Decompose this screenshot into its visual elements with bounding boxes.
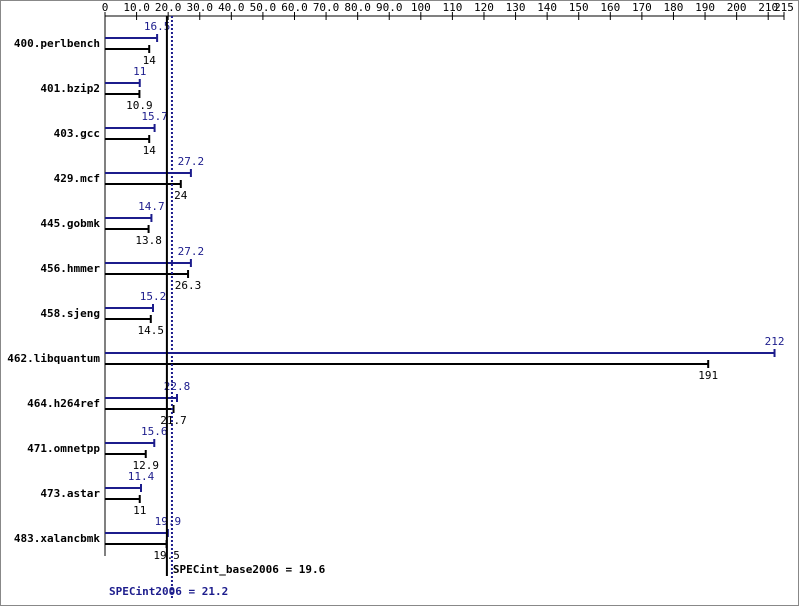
bar — [105, 498, 140, 500]
bar — [105, 543, 167, 545]
x-tick-label: 215 — [774, 1, 794, 14]
x-tick-label: 160 — [600, 1, 620, 14]
x-tick-label: 60.0 — [281, 1, 308, 14]
category-label: 462.libquantum — [7, 352, 100, 365]
x-tick-label: 110 — [442, 1, 462, 14]
x-tick-label: 130 — [506, 1, 526, 14]
value-label: 11 — [133, 504, 146, 517]
x-tick-label: 90.0 — [376, 1, 403, 14]
category-label: 456.hmmer — [40, 262, 100, 275]
bar — [105, 228, 149, 230]
bar — [105, 37, 158, 39]
x-tick-label: 190 — [695, 1, 715, 14]
value-label: 11 — [133, 65, 146, 78]
bar — [105, 262, 191, 264]
bar — [105, 93, 140, 95]
bar — [105, 363, 709, 365]
value-label: 27.2 — [178, 155, 205, 168]
value-label: 16.5 — [144, 20, 171, 33]
x-tick-label: 210 — [758, 1, 778, 14]
x-tick-label: 80.0 — [344, 1, 371, 14]
x-tick-label: 10.0 — [123, 1, 150, 14]
x-tick-label: 150 — [569, 1, 589, 14]
value-label: 14 — [143, 144, 157, 157]
category-label: 464.h264ref — [27, 397, 100, 410]
bar — [105, 172, 191, 174]
x-tick-label: 140 — [537, 1, 557, 14]
bar — [105, 48, 150, 50]
category-label: 473.astar — [40, 487, 100, 500]
x-tick-label: 20.0 — [155, 1, 182, 14]
reference-label: SPECint_base2006 = 19.6 — [173, 563, 326, 576]
bar — [105, 397, 178, 399]
bar — [105, 138, 150, 140]
bar — [105, 183, 181, 185]
x-tick-label: 100 — [411, 1, 431, 14]
x-tick-label: 30.0 — [186, 1, 213, 14]
x-tick-label: 40.0 — [218, 1, 245, 14]
x-tick-label: 70.0 — [313, 1, 340, 14]
category-label: 445.gobmk — [40, 217, 100, 230]
value-label: 22.8 — [164, 380, 191, 393]
value-label: 12.9 — [132, 459, 159, 472]
category-label: 429.mcf — [54, 172, 100, 185]
bar — [105, 217, 152, 219]
value-label: 191 — [698, 369, 718, 382]
bar — [105, 442, 155, 444]
reference-label: SPECint2006 = 21.2 — [109, 585, 228, 598]
value-label: 10.9 — [126, 99, 153, 112]
bar — [105, 487, 142, 489]
category-label: 483.xalancbmk — [14, 532, 100, 545]
category-label: 471.omnetpp — [27, 442, 100, 455]
value-label: 27.2 — [178, 245, 205, 258]
x-tick-label: 170 — [632, 1, 652, 14]
x-tick-label: 180 — [664, 1, 684, 14]
value-label: 24 — [174, 189, 188, 202]
bar — [105, 408, 174, 410]
bar — [105, 127, 155, 129]
category-label: 403.gcc — [54, 127, 100, 140]
category-label: 401.bzip2 — [40, 82, 100, 95]
x-tick-label: 0 — [102, 1, 109, 14]
value-label: 212 — [765, 335, 785, 348]
x-tick-label: 50.0 — [250, 1, 277, 14]
value-label: 14.5 — [138, 324, 165, 337]
value-label: 15.7 — [141, 110, 168, 123]
x-tick-label: 120 — [474, 1, 494, 14]
bar — [105, 453, 146, 455]
value-label: 11.4 — [128, 470, 155, 483]
bar — [105, 532, 168, 534]
bar — [105, 273, 189, 275]
value-label: 14 — [143, 54, 157, 67]
value-label: 14.7 — [138, 200, 165, 213]
category-label: 400.perlbench — [14, 37, 100, 50]
category-label: 458.sjeng — [40, 307, 100, 320]
value-label: 26.3 — [175, 279, 202, 292]
x-tick-label: 200 — [727, 1, 747, 14]
bar — [105, 352, 775, 354]
value-label: 15.2 — [140, 290, 167, 303]
value-label: 15.6 — [141, 425, 168, 438]
bar — [105, 318, 151, 320]
bar — [105, 82, 140, 84]
bar — [105, 307, 154, 309]
value-label: 13.8 — [135, 234, 162, 247]
